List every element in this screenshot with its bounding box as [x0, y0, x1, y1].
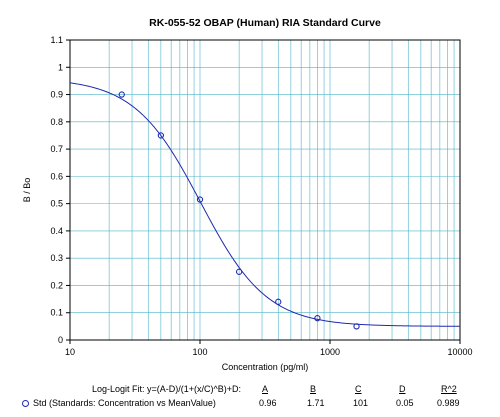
legend-header-b: B: [310, 384, 317, 394]
plot-frame: [69, 39, 461, 341]
legend-header-d: D: [399, 384, 406, 394]
grid: [70, 40, 460, 340]
data-point: [235, 268, 243, 275]
x-tick-label: 10: [65, 347, 75, 357]
circle-marker-icon: [22, 400, 29, 408]
legend-value-r2: 0.989: [437, 398, 460, 408]
legend-series-label: Std (Standards: Concentration vs MeanVal…: [33, 398, 216, 408]
legend-value-d: 0.05: [396, 398, 414, 408]
y-tick-label: 1.1: [50, 35, 63, 45]
data-point: [118, 91, 125, 98]
legend-value-b: 1.71: [307, 398, 325, 408]
y-tick-label: 0.6: [50, 171, 63, 181]
y-tick-label: 0.7: [50, 144, 63, 154]
y-axis-label: B / Bo: [22, 178, 32, 203]
y-tick-label: 0.5: [50, 199, 63, 209]
data-point: [275, 298, 282, 305]
y-tick-label: 0.3: [50, 253, 63, 263]
fit-label: Log-Logit Fit: y=(A-D)/(1+(x/C)^B)+D:: [92, 384, 242, 394]
chart-title: RK-055-52 OBAP (Human) RIA Standard Curv…: [149, 17, 381, 29]
x-axis: 10 100 1000 10000: [65, 340, 473, 357]
y-tick-label: 0: [58, 335, 63, 345]
y-tick-label: 1: [58, 62, 63, 72]
legend-series-entry: Std (Standards: Concentration vs MeanVal…: [22, 398, 216, 408]
x-tick-label: 10000: [447, 347, 472, 357]
legend-value-a: 0.96: [259, 398, 277, 408]
x-tick-label: 100: [192, 347, 207, 357]
data-point: [157, 132, 165, 139]
y-axis: 0 0.1 0.2 0.3 0.4 0.5 0.6 0.7 0.8 0.9 1 1.1: [50, 35, 70, 345]
fit-curve: [69, 82, 461, 327]
y-tick-label: 0.2: [50, 280, 63, 290]
data-point: [196, 196, 204, 203]
legend-value-c: 101: [353, 398, 369, 408]
y-tick-label: 0.4: [50, 226, 63, 236]
data-point: [353, 323, 360, 330]
legend-header-r2: R^2: [441, 384, 457, 394]
x-axis-label: Concentration (pg/ml): [222, 362, 309, 372]
y-tick-label: 0.1: [50, 308, 63, 318]
y-tick-label: 0.9: [50, 90, 63, 100]
legend-header-c: C: [355, 384, 362, 394]
x-tick-label: 1000: [320, 347, 340, 357]
y-tick-label: 0.8: [50, 117, 63, 127]
legend-header-a: A: [262, 384, 269, 394]
data-point: [314, 315, 321, 322]
data-points: [118, 91, 360, 330]
